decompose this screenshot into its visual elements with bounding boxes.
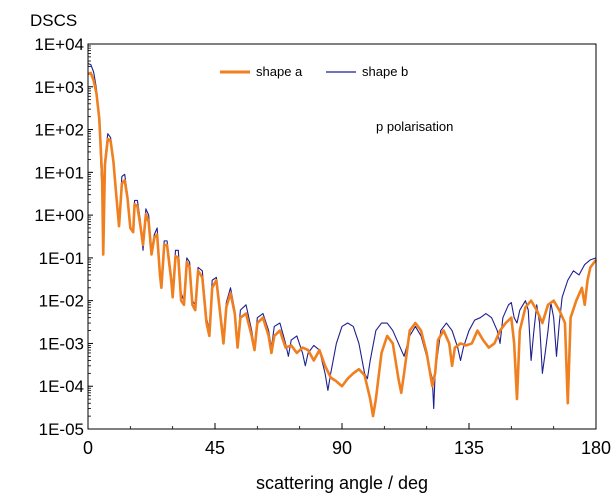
y-tick-label: 1E-01 [39,249,84,268]
plot-area-frame [87,43,597,430]
y-tick-label: 1E+00 [34,206,84,225]
y-tick-label: 1E-02 [39,292,84,311]
y-tick-label: 1E+01 [34,163,84,182]
axis-ticks [87,43,597,430]
series-line-shape-a [87,71,598,418]
y-tick-label: 1E-05 [39,420,84,439]
polarisation-annotation: p polarisation [376,119,453,134]
x-tick-labels: 0 45 90 135 180 [83,438,611,458]
chart-title: DSCS [30,11,77,30]
y-tick-label: 1E+04 [34,35,84,54]
y-tick-label: 1E-03 [39,334,84,353]
series-line-shape-b [87,62,597,410]
x-axis-title: scattering angle / deg [256,473,428,493]
x-tick-label: 135 [454,438,484,458]
y-tick-labels: 1E-05 1E-04 1E-03 1E-02 1E-01 1E+00 1E+01 1E+02… [34,35,84,439]
y-tick-label: 1E-04 [39,377,84,396]
y-tick-label: 1E+02 [34,121,84,140]
legend: shape a shape b [220,64,408,79]
y-tick-label: 1E+03 [34,78,84,97]
x-tick-label: 180 [581,438,611,458]
x-tick-label: 0 [83,438,93,458]
legend-label-shape-a: shape a [256,64,303,79]
x-tick-label: 90 [332,438,352,458]
legend-label-shape-b: shape b [362,64,408,79]
plot-lines [87,62,598,418]
x-tick-label: 45 [205,438,225,458]
